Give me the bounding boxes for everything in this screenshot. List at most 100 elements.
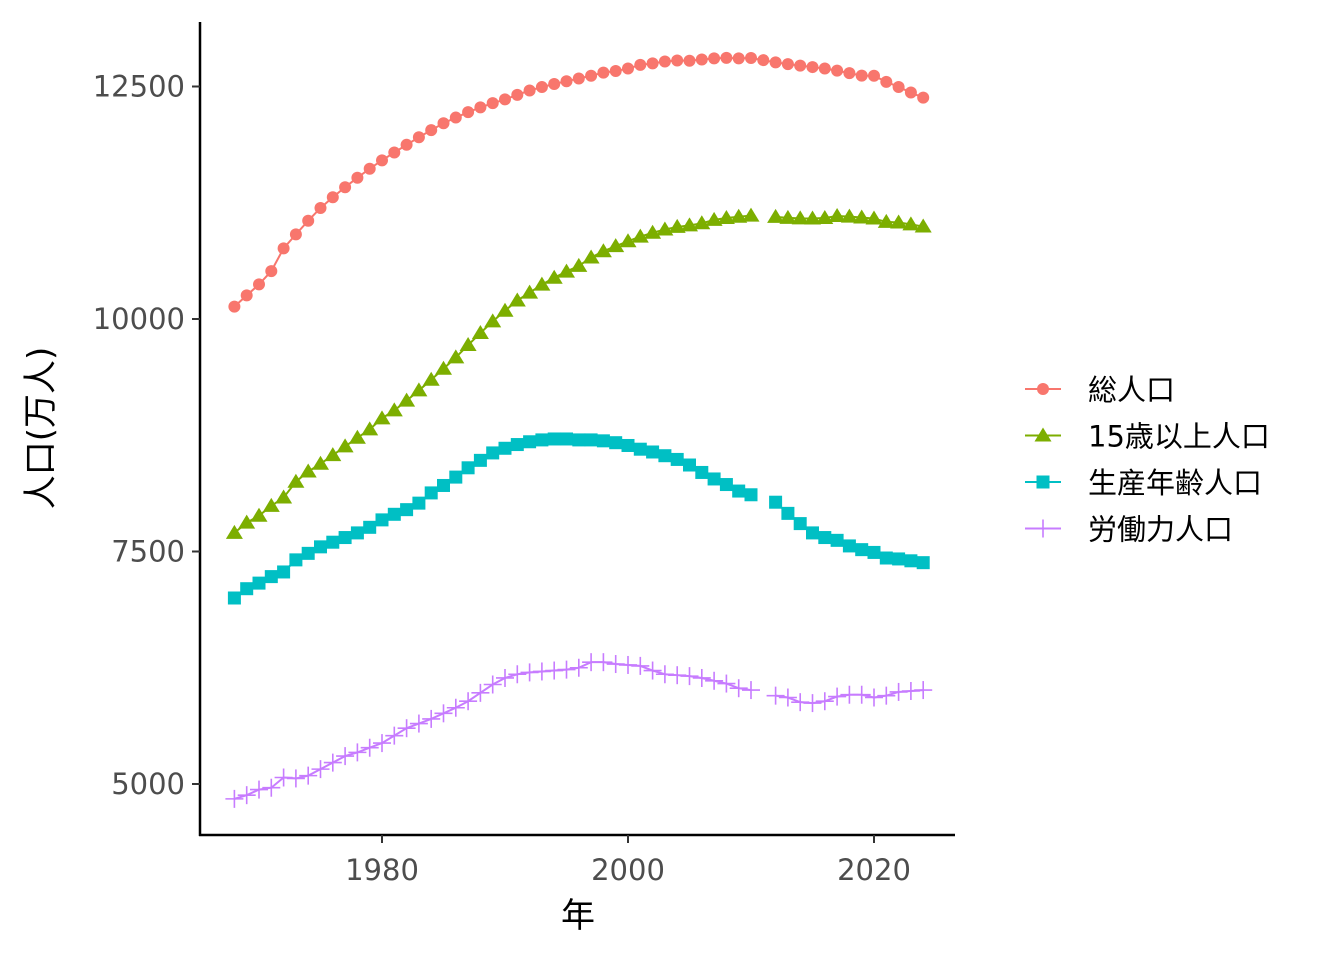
legend-item: 労働力人口	[1025, 513, 1233, 547]
data-point	[363, 162, 376, 175]
data-point	[868, 69, 880, 82]
data-point	[437, 117, 450, 130]
data-point	[609, 64, 622, 77]
data-point	[902, 216, 920, 231]
data-point	[742, 681, 760, 700]
data-point	[375, 513, 389, 527]
data-point	[705, 211, 723, 226]
legend-key-triangle-icon	[1034, 427, 1052, 442]
data-point	[643, 661, 662, 680]
data-point	[483, 675, 502, 694]
data-point	[803, 694, 822, 713]
data-point	[484, 313, 502, 328]
data-point	[262, 778, 281, 797]
data-point	[779, 209, 797, 224]
data-point	[350, 526, 364, 540]
data-point	[496, 302, 514, 317]
data-point	[769, 495, 783, 509]
data-point	[275, 489, 293, 504]
data-point	[656, 221, 674, 236]
data-point	[720, 51, 733, 64]
data-point	[240, 289, 253, 302]
data-point	[633, 442, 647, 456]
data-point	[314, 201, 327, 214]
data-point	[286, 769, 305, 788]
data-point	[253, 278, 265, 291]
data-point	[548, 77, 561, 90]
data-point	[409, 714, 428, 733]
data-point	[757, 54, 770, 67]
data-point	[545, 661, 564, 680]
data-point	[471, 325, 489, 340]
x-axis-title: 年	[561, 896, 595, 936]
data-point	[646, 445, 660, 459]
data-point	[225, 789, 244, 808]
data-point	[853, 209, 871, 224]
data-point	[521, 284, 539, 299]
data-point	[532, 662, 551, 681]
legend-label: 総人口	[1088, 373, 1175, 407]
data-point	[889, 682, 908, 701]
data-point	[437, 478, 450, 492]
data-point	[719, 478, 733, 492]
data-point	[717, 210, 735, 225]
data-point	[732, 484, 746, 498]
data-point	[914, 218, 932, 233]
data-point	[410, 382, 428, 397]
data-point	[425, 124, 438, 137]
data-point	[424, 486, 438, 500]
data-point	[791, 210, 809, 225]
data-point	[326, 191, 339, 204]
data-point	[855, 69, 868, 82]
legend-key-square-icon	[1036, 475, 1050, 489]
data-point	[658, 449, 672, 463]
legend-label: 15歳以上人口	[1088, 420, 1270, 454]
data-point	[901, 682, 920, 700]
data-point	[569, 658, 588, 677]
data-point	[250, 507, 268, 522]
data-point	[338, 531, 352, 545]
data-point	[462, 106, 475, 119]
data-point	[227, 591, 241, 605]
data-point	[609, 436, 623, 450]
data-point	[533, 276, 551, 291]
data-point	[705, 671, 724, 690]
data-point	[572, 72, 585, 85]
data-point	[892, 552, 906, 566]
data-point	[558, 263, 575, 278]
data-point	[607, 238, 625, 253]
data-point	[597, 66, 610, 79]
data-point	[671, 54, 684, 67]
data-point	[508, 665, 527, 684]
data-point	[422, 371, 440, 386]
x-tick-label: 2020	[837, 853, 911, 887]
data-point	[412, 131, 425, 144]
data-point	[742, 207, 760, 222]
data-point	[572, 433, 586, 447]
data-point	[301, 546, 315, 560]
data-point	[446, 698, 465, 717]
data-point	[840, 208, 858, 223]
data-point	[708, 52, 721, 65]
data-point	[917, 91, 930, 104]
data-point	[766, 686, 785, 705]
data-point	[510, 438, 524, 452]
data-point	[815, 692, 834, 711]
data-point	[865, 688, 883, 707]
data-point	[842, 539, 856, 553]
data-point	[877, 213, 895, 228]
data-point	[498, 441, 512, 455]
data-point	[496, 668, 514, 687]
data-point	[397, 719, 416, 738]
data-point	[348, 429, 366, 444]
data-point	[388, 146, 401, 159]
data-point	[818, 62, 831, 75]
data-point	[422, 709, 441, 728]
data-point	[828, 687, 847, 706]
data-point	[323, 753, 342, 772]
data-point	[499, 93, 511, 106]
data-point	[631, 228, 649, 243]
data-point	[447, 349, 465, 364]
data-point	[376, 154, 388, 167]
data-point	[449, 111, 462, 124]
